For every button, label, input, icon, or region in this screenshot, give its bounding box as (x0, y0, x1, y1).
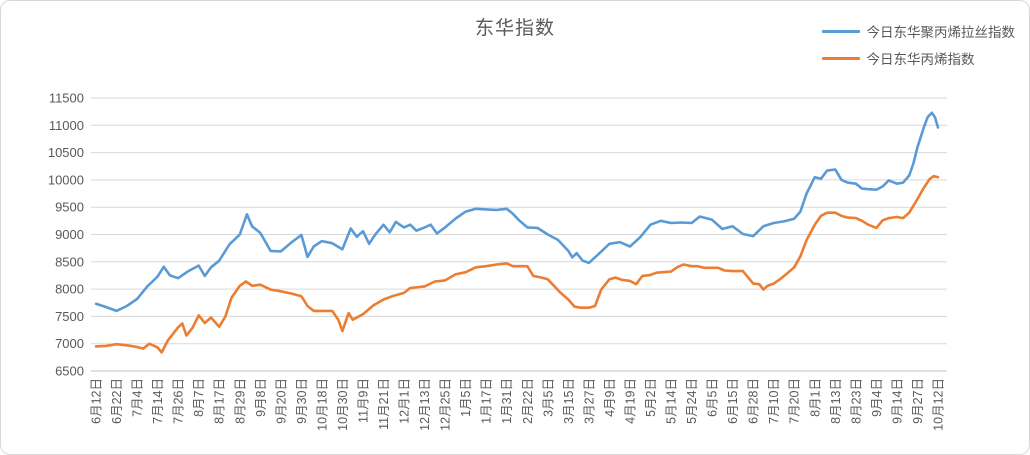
x-tick-label: 1月5日 (459, 378, 473, 417)
y-tick-label: 9500 (55, 200, 84, 215)
x-tick-label: 6月15日 (726, 378, 740, 424)
x-tick-label: 11月21日 (377, 378, 391, 430)
legend: 今日东华聚丙烯拉丝指数 今日东华丙烯指数 (821, 21, 1016, 68)
x-tick-label: 8月13日 (829, 378, 843, 424)
x-tick-label: 9月4日 (870, 378, 884, 417)
x-tick-label: 2月22日 (521, 378, 535, 424)
x-axis-labels: 6月12日 6月22日 7月4日 7月14日 7月26日 8月7日 8月17日 8月29日 9月… (90, 378, 946, 431)
x-tick-label: 12月1日 (398, 378, 412, 424)
y-tick-label: 10000 (48, 172, 84, 187)
x-tick-label: 9月20日 (274, 378, 288, 424)
x-tick-label: 8月29日 (233, 378, 247, 424)
x-tick-label: 9月30日 (295, 378, 309, 424)
x-tick-label: 9月8日 (254, 378, 268, 417)
y-tick-label: 7500 (55, 309, 84, 324)
x-tick-label: 6月12日 (90, 378, 104, 424)
x-tick-label: 6月5日 (706, 378, 720, 417)
x-tick-label: 3月15日 (562, 378, 576, 424)
x-tick-label: 10月30日 (336, 378, 350, 431)
x-tick-label: 1月31日 (500, 378, 514, 424)
series-line-0 (94, 111, 940, 313)
x-tick-label: 5月2日 (644, 378, 658, 417)
x-tick-label: 12月25日 (439, 378, 453, 431)
y-tick-label: 8500 (55, 254, 84, 269)
x-tick-label: 10月18日 (315, 378, 329, 431)
x-tick-label: 8月17日 (213, 378, 227, 424)
x-tick-label: 7月26日 (172, 378, 186, 424)
x-tick-label: 9月27日 (911, 378, 925, 424)
x-tick-label: 9月14日 (890, 378, 904, 424)
x-tick-label: 7月4日 (131, 378, 145, 417)
series-lines (94, 111, 940, 354)
x-tick-label: 7月20日 (788, 378, 802, 424)
gridlines (91, 97, 947, 372)
legend-item-polypropylene: 今日东华聚丙烯拉丝指数 (821, 21, 1016, 41)
x-tick-label: 5月24日 (685, 378, 699, 424)
legend-item-propylene: 今日东华丙烯指数 (821, 48, 1016, 68)
x-tick-label: 3月5日 (541, 378, 555, 417)
y-tick-label: 9000 (55, 227, 84, 242)
x-tick-label: 8月7日 (192, 378, 206, 417)
x-tick-label: 6月28日 (747, 378, 761, 424)
x-tick-label: 10月12日 (932, 378, 946, 431)
chart-title: 东华指数 (474, 18, 555, 39)
x-tick-label: 3月27日 (582, 378, 596, 424)
legend-line-swatch-orange (821, 56, 860, 60)
x-tick-label: 5月14日 (665, 378, 679, 424)
y-tick-label: 10500 (48, 145, 84, 160)
x-tick-label: 12月13日 (418, 378, 432, 431)
x-tick-label: 7月10日 (767, 378, 781, 424)
x-tick-label: 4月9日 (603, 378, 617, 417)
x-tick-label: 8月23日 (849, 378, 863, 424)
y-tick-label: 6500 (55, 364, 84, 379)
legend-label: 今日东华聚丙烯拉丝指数 (866, 25, 1016, 40)
y-tick-label: 7000 (55, 336, 84, 351)
x-tick-label: 4月19日 (623, 378, 637, 424)
y-tick-label: 8000 (55, 282, 84, 297)
x-tick-label: 6月22日 (110, 378, 124, 424)
series-line-1 (94, 174, 940, 354)
legend-line-swatch-blue (821, 29, 860, 33)
x-tick-label: 7月14日 (151, 378, 165, 424)
y-tick-label: 11500 (49, 91, 84, 106)
x-tick-label: 1月17日 (480, 378, 494, 424)
y-axis-labels: 6500 7000 7500 8000 8500 9000 9500 10000 10500 11… (48, 91, 84, 379)
x-tick-label: 11月9日 (356, 378, 370, 423)
x-tick-label: 8月1日 (808, 378, 822, 417)
y-tick-label: 11000 (49, 118, 84, 133)
legend-label: 今日东华丙烯指数 (866, 52, 975, 67)
